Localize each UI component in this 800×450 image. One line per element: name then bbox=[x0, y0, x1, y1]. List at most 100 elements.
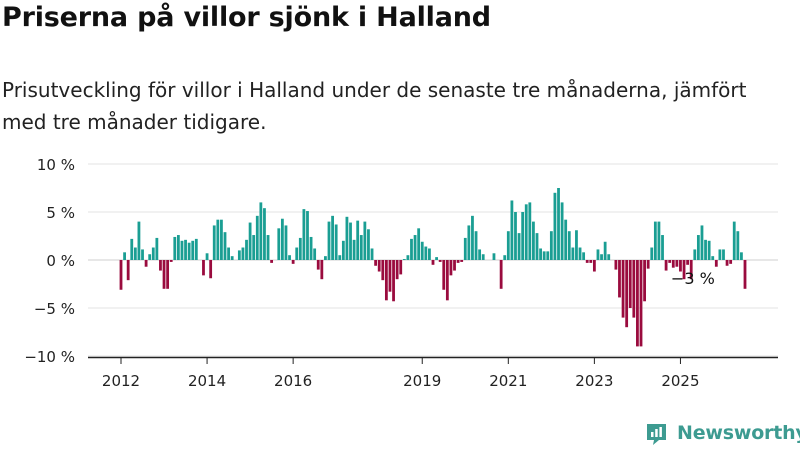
x-tick-label: 2019 bbox=[403, 372, 441, 390]
bar bbox=[316, 260, 320, 270]
bar bbox=[657, 221, 661, 260]
bar bbox=[148, 254, 152, 260]
bar bbox=[600, 254, 603, 260]
bar bbox=[223, 232, 227, 260]
bar bbox=[187, 242, 191, 260]
bar bbox=[252, 235, 256, 260]
x-tick-label: 2025 bbox=[661, 372, 699, 390]
x-axis bbox=[88, 356, 778, 364]
bar bbox=[532, 221, 535, 260]
bar bbox=[743, 260, 747, 289]
bar bbox=[560, 202, 564, 260]
bar bbox=[302, 209, 306, 260]
bar bbox=[216, 219, 220, 260]
bar bbox=[542, 251, 546, 260]
bar bbox=[636, 260, 639, 347]
bar bbox=[668, 260, 672, 263]
bar bbox=[151, 247, 155, 260]
bar bbox=[478, 249, 482, 260]
bar bbox=[535, 233, 539, 260]
bar bbox=[618, 260, 621, 298]
newsworthy-logo-icon bbox=[647, 423, 666, 445]
bar bbox=[585, 260, 589, 263]
bar bbox=[331, 215, 334, 260]
bar bbox=[435, 257, 438, 260]
x-tick-label: 2012 bbox=[102, 372, 140, 390]
bar bbox=[392, 260, 395, 302]
bar bbox=[420, 241, 424, 260]
bar bbox=[406, 255, 410, 260]
bar bbox=[499, 260, 503, 289]
bar bbox=[503, 255, 507, 260]
bar bbox=[474, 231, 478, 260]
bar bbox=[643, 260, 646, 302]
bar bbox=[628, 260, 632, 308]
bar bbox=[732, 221, 736, 260]
bar bbox=[671, 260, 675, 268]
y-axis-tick-labels: 10 % 5 % 0 % −5 % −10 % bbox=[24, 156, 75, 366]
bar bbox=[352, 239, 356, 260]
bar bbox=[607, 254, 611, 260]
bar bbox=[399, 260, 403, 275]
bar bbox=[133, 247, 137, 260]
bar bbox=[528, 202, 532, 260]
bar bbox=[248, 222, 252, 260]
bar bbox=[359, 235, 363, 260]
bar bbox=[431, 260, 435, 265]
x-tick-label: 2014 bbox=[188, 372, 226, 390]
bar bbox=[377, 260, 381, 272]
bar bbox=[471, 215, 474, 260]
bar bbox=[370, 248, 374, 260]
bar bbox=[578, 247, 582, 260]
bar bbox=[209, 260, 213, 279]
bar bbox=[141, 249, 144, 260]
bar bbox=[173, 236, 177, 260]
x-tick-label: 2021 bbox=[489, 372, 527, 390]
bar bbox=[327, 221, 331, 260]
bar bbox=[395, 260, 399, 280]
bar bbox=[564, 219, 568, 260]
bar bbox=[259, 202, 263, 260]
x-axis-tick-labels: 2012 2014 2016 2019 2021 2023 2025 bbox=[102, 372, 700, 390]
x-tick-label: 2023 bbox=[575, 372, 613, 390]
annotations: −3 % bbox=[671, 269, 715, 288]
bar bbox=[700, 225, 704, 260]
bar bbox=[517, 233, 521, 260]
bar bbox=[202, 260, 205, 276]
bar bbox=[320, 260, 324, 280]
bar bbox=[445, 260, 449, 301]
chart-subtitle: Prisutveckling för villor i Halland unde… bbox=[2, 78, 747, 134]
bar bbox=[653, 221, 657, 260]
bar bbox=[679, 260, 682, 272]
bar bbox=[456, 260, 460, 263]
bar bbox=[194, 238, 198, 260]
bar bbox=[237, 250, 241, 260]
bar bbox=[625, 260, 629, 328]
bar bbox=[510, 200, 514, 260]
bar bbox=[521, 212, 525, 260]
bar bbox=[740, 252, 743, 260]
bar bbox=[159, 260, 162, 271]
bar bbox=[711, 256, 715, 260]
bar bbox=[162, 260, 166, 289]
bar bbox=[345, 216, 349, 260]
bar bbox=[176, 235, 180, 260]
bar bbox=[338, 255, 342, 260]
bar bbox=[718, 249, 722, 260]
bar bbox=[514, 212, 517, 260]
bar bbox=[295, 247, 299, 260]
bar bbox=[417, 228, 421, 260]
bar bbox=[453, 260, 456, 271]
bar bbox=[356, 220, 360, 260]
chart-title: Priserna på villor sjönk i Halland bbox=[2, 2, 491, 33]
y-tick-label: 5 % bbox=[46, 204, 75, 222]
bar bbox=[575, 230, 578, 260]
bar bbox=[428, 248, 431, 260]
y-tick-label: 0 % bbox=[46, 252, 75, 270]
bar bbox=[180, 240, 184, 260]
bar bbox=[722, 249, 725, 260]
bar bbox=[413, 235, 417, 260]
bar bbox=[220, 219, 223, 260]
bar bbox=[603, 241, 607, 260]
bar bbox=[571, 247, 575, 260]
